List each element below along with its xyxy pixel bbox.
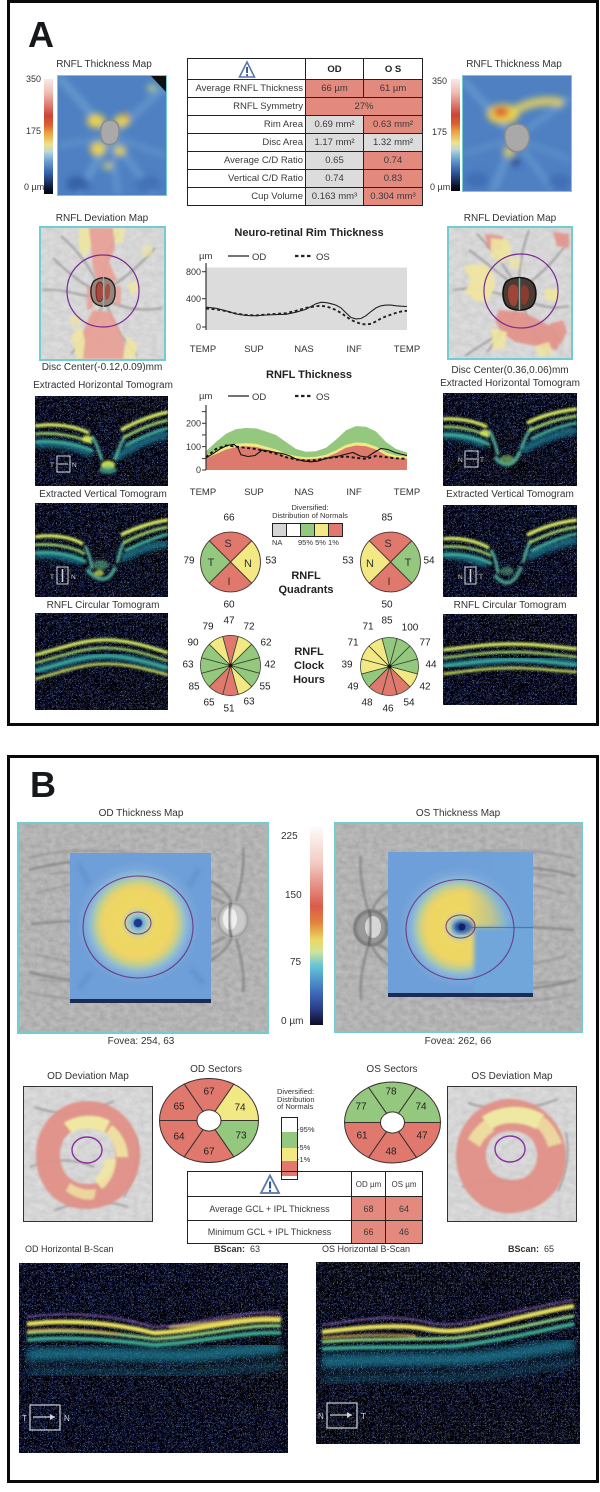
svg-text:TEMP: TEMP — [394, 487, 420, 498]
svg-text:400: 400 — [186, 294, 201, 304]
svg-text:200: 200 — [186, 419, 201, 429]
svg-text:SUP: SUP — [244, 487, 264, 498]
svg-text:N: N — [458, 457, 463, 464]
svg-text:N: N — [458, 574, 463, 581]
svg-text:S: S — [224, 538, 231, 550]
svg-text:N: N — [64, 1414, 70, 1423]
svg-text:N: N — [366, 558, 374, 570]
svg-text:INF: INF — [346, 487, 362, 498]
svg-text:T: T — [405, 557, 412, 569]
svg-text:µm: µm — [199, 391, 212, 402]
svg-text:NAS: NAS — [294, 344, 314, 355]
svg-text:N: N — [71, 574, 76, 581]
svg-text:INF: INF — [346, 344, 362, 355]
svg-text:0: 0 — [196, 465, 201, 475]
svg-text:OS: OS — [316, 392, 330, 403]
svg-text:T: T — [480, 457, 484, 464]
svg-text:TEMP: TEMP — [190, 344, 216, 355]
svg-text:S: S — [384, 538, 391, 550]
svg-text:µm: µm — [199, 251, 212, 262]
svg-text:T: T — [50, 574, 54, 581]
svg-text:N: N — [244, 558, 252, 570]
svg-text:SUP: SUP — [244, 344, 264, 355]
svg-text:TEMP: TEMP — [394, 344, 420, 355]
svg-text:OS: OS — [316, 252, 330, 263]
svg-text:T: T — [50, 462, 54, 469]
svg-text:T: T — [479, 574, 483, 581]
svg-text:T: T — [361, 1412, 366, 1421]
svg-text:I: I — [387, 576, 390, 588]
svg-text:N: N — [318, 1412, 324, 1421]
svg-text:TEMP: TEMP — [190, 487, 216, 498]
svg-text:T: T — [22, 1414, 27, 1423]
svg-text:0: 0 — [196, 322, 201, 332]
svg-text:I: I — [227, 576, 230, 588]
svg-text:T: T — [208, 557, 215, 569]
svg-text:NAS: NAS — [294, 487, 314, 498]
svg-text:OD: OD — [252, 392, 266, 403]
svg-text:800: 800 — [186, 267, 201, 277]
svg-text:100: 100 — [186, 442, 201, 452]
svg-text:N: N — [72, 462, 77, 469]
svg-text:OD: OD — [252, 252, 266, 263]
